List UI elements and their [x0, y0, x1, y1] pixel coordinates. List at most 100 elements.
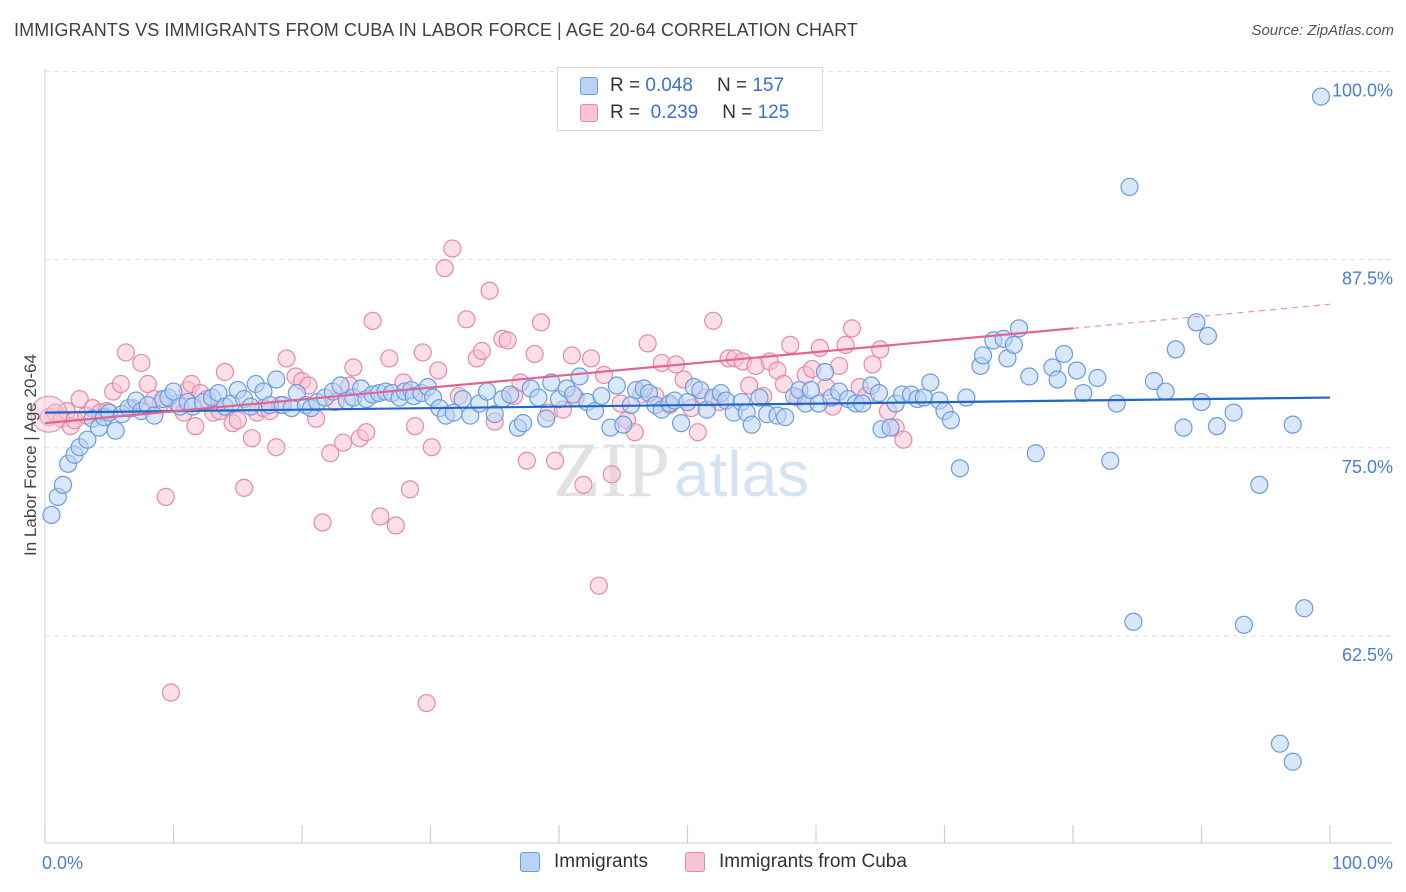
immigrants-point — [1311, 87, 1331, 106]
cuba-point — [156, 487, 175, 506]
cuba-point — [842, 319, 862, 338]
cuba-point — [267, 438, 286, 457]
cuba-point — [443, 239, 462, 258]
legend-r-value: 0.048 — [645, 75, 693, 96]
immigrants-point — [869, 383, 889, 403]
cuba-point — [313, 513, 332, 532]
y-tick-label: 87.5% — [1342, 269, 1393, 289]
cuba-point — [132, 353, 151, 373]
legend-swatch-cuba — [580, 104, 598, 122]
y-axis-title: In Labor Force | Age 20-64 — [21, 354, 40, 556]
immigrants-point — [1187, 313, 1206, 332]
immigrants-point — [921, 373, 940, 392]
cuba-point — [111, 374, 130, 394]
cuba-point — [116, 343, 136, 362]
cuba-point — [582, 349, 601, 368]
cuba-point — [70, 389, 89, 409]
cuba-point — [371, 507, 390, 526]
legend-row-cuba: R = 0.239 N = 125 — [580, 100, 789, 126]
legend-r-value: 0.239 — [650, 102, 699, 123]
cuba-point — [472, 341, 491, 361]
immigrants-point — [1020, 367, 1039, 386]
immigrants-point — [1048, 370, 1067, 389]
axes — [44, 68, 1392, 844]
immigrants-point — [941, 411, 961, 430]
immigrants-point — [973, 346, 993, 365]
immigrants-point — [1067, 361, 1086, 380]
bottom-legend-immigrants: Immigrants — [520, 851, 648, 873]
immigrants-point — [1124, 612, 1143, 631]
immigrants-point — [145, 406, 164, 425]
immigrants-point — [742, 415, 761, 434]
watermark-atlas: atlas — [674, 438, 810, 510]
y-tick-label: 75.0% — [1342, 457, 1393, 477]
cuba-point — [574, 475, 593, 494]
immigrants-point — [1224, 403, 1243, 422]
immigrants-point — [1156, 382, 1175, 401]
legend-row-immigrants: R = 0.048 N = 157 — [580, 73, 784, 99]
immigrants-point — [78, 430, 97, 449]
immigrants-point — [1101, 451, 1120, 470]
immigrants-point — [241, 397, 260, 416]
immigrants-point — [1026, 444, 1045, 463]
cuba-point — [562, 346, 581, 365]
cuba-point — [186, 417, 205, 436]
immigrants-point — [1207, 417, 1227, 436]
immigrants-trend-line — [44, 396, 1331, 414]
cuba-point — [138, 374, 157, 394]
legend-n-value: 157 — [752, 75, 785, 96]
immigrants-point — [671, 414, 691, 433]
legend-n-label: N = — [716, 75, 748, 96]
chart-source: Source: ZipAtlas.com — [1251, 22, 1394, 39]
cuba-point — [517, 451, 536, 470]
immigrants-point — [564, 385, 583, 404]
x-tick-label: 100.0% — [1332, 853, 1393, 873]
immigrants-point — [1166, 340, 1185, 359]
cuba-point — [435, 259, 454, 278]
immigrants-point — [537, 409, 556, 428]
immigrants-point — [164, 382, 183, 401]
cuba-point — [871, 340, 890, 359]
cuba-point — [638, 334, 657, 353]
immigrants-point — [453, 389, 472, 409]
immigrants-point — [614, 415, 633, 434]
immigrants-point — [1270, 734, 1289, 753]
legend-n-value: 125 — [757, 102, 790, 123]
immigrants-point — [678, 392, 697, 412]
bottom-legend: Immigrants Immigrants from Cuba — [0, 851, 1406, 879]
cuba-point-large — [30, 395, 68, 433]
immigrants-point — [1144, 371, 1164, 391]
cuba-point — [422, 438, 441, 457]
cuba-point — [417, 693, 436, 713]
immigrants-point — [542, 373, 561, 392]
immigrants-point — [776, 408, 795, 427]
cuba-point — [334, 433, 353, 452]
cuba-point — [688, 423, 707, 442]
cuba-point — [863, 355, 882, 374]
cuba-point — [704, 311, 723, 330]
grid-lines — [45, 71, 1392, 637]
cuba-point — [357, 423, 376, 442]
cuba-point — [344, 358, 363, 377]
immigrants-point — [950, 459, 970, 478]
cuba-point — [525, 344, 544, 364]
cuba-point — [774, 374, 793, 394]
cuba-point — [413, 343, 432, 362]
cuba-point — [602, 465, 621, 484]
cuba-point — [589, 576, 608, 595]
cuba-point — [405, 417, 425, 436]
immigrants-point — [106, 421, 125, 440]
cuba-point — [546, 451, 565, 470]
y-tick-label: 62.5% — [1342, 645, 1393, 665]
immigrants-point — [801, 380, 820, 400]
cuba-point — [740, 376, 759, 395]
immigrants-point — [53, 475, 73, 494]
immigrants-point — [1198, 326, 1218, 345]
immigrants-point — [1088, 368, 1107, 388]
legend-r-label: R = — [610, 102, 641, 123]
immigrants-point — [1120, 177, 1139, 196]
cuba-point — [228, 411, 247, 430]
bottom-legend-cuba: Immigrants from Cuba — [685, 851, 907, 873]
immigrants-point — [1283, 415, 1302, 434]
